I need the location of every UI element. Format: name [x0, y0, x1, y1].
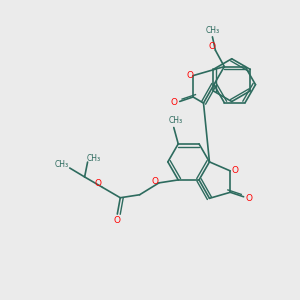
Text: CH₃: CH₃ — [87, 154, 101, 163]
Text: O: O — [171, 98, 178, 107]
Text: O: O — [186, 71, 193, 80]
Text: O: O — [208, 42, 215, 51]
Text: O: O — [94, 179, 101, 188]
Text: CH₃: CH₃ — [168, 116, 182, 125]
Text: O: O — [245, 194, 253, 203]
Text: O: O — [114, 215, 121, 224]
Text: CH₃: CH₃ — [206, 26, 220, 35]
Text: O: O — [152, 178, 159, 187]
Text: CH₃: CH₃ — [54, 160, 68, 169]
Text: O: O — [231, 167, 238, 176]
